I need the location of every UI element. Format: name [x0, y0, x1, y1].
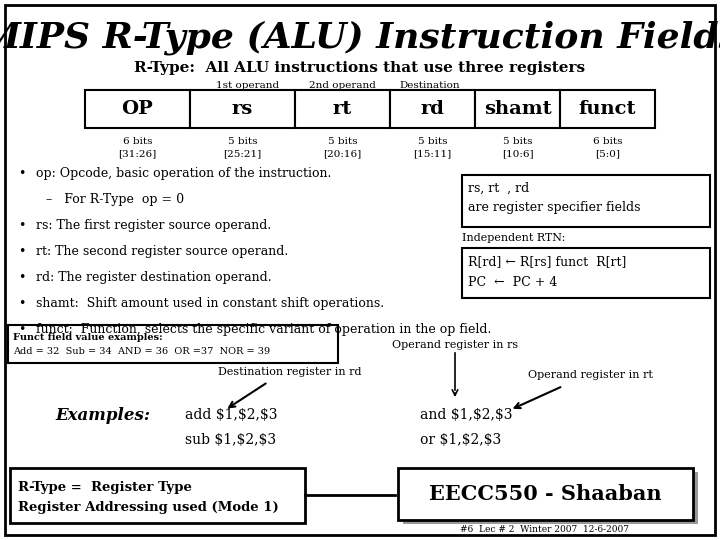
Text: •: •	[18, 219, 25, 232]
Text: Register Addressing used (Mode 1): Register Addressing used (Mode 1)	[18, 501, 279, 514]
Text: Examples:: Examples:	[55, 407, 150, 423]
Bar	[462, 175, 710, 227]
Bar	[190, 90, 295, 128]
Text: EECC550 - Shaaban: EECC550 - Shaaban	[428, 484, 661, 504]
Text: [15:11]: [15:11]	[413, 150, 451, 159]
Text: OP: OP	[122, 100, 153, 118]
Text: rs: The first register source operand.: rs: The first register source operand.	[36, 219, 271, 232]
Text: #6  Lec # 2  Winter 2007  12-6-2007: #6 Lec # 2 Winter 2007 12-6-2007	[461, 525, 629, 535]
Text: PC  ←  PC + 4: PC ← PC + 4	[468, 275, 557, 288]
Text: •: •	[18, 245, 25, 258]
Bar	[560, 90, 655, 128]
Text: shamt:  Shift amount used in constant shift operations.: shamt: Shift amount used in constant shi…	[36, 296, 384, 309]
Text: Operand register in rt: Operand register in rt	[528, 370, 652, 380]
Bar	[390, 90, 475, 128]
Text: rs, rt  , rd: rs, rt , rd	[468, 181, 529, 194]
Text: R[rd] ← R[rs] funct  R[rt]: R[rd] ← R[rs] funct R[rt]	[468, 255, 626, 268]
Text: 6 bits: 6 bits	[122, 137, 152, 145]
Text: rd: rd	[420, 100, 444, 118]
Text: op: Opcode, basic operation of the instruction.: op: Opcode, basic operation of the instr…	[36, 166, 331, 179]
Text: Destination: Destination	[400, 80, 460, 90]
Text: are register specifier fields: are register specifier fields	[468, 201, 641, 214]
Text: •: •	[18, 296, 25, 309]
Text: sub $1,$2,$3: sub $1,$2,$3	[185, 433, 276, 447]
Text: add $1,$2,$3: add $1,$2,$3	[185, 408, 277, 422]
Text: 5 bits: 5 bits	[503, 137, 532, 145]
Text: rt: The second register source operand.: rt: The second register source operand.	[36, 245, 288, 258]
Text: rt: rt	[333, 100, 352, 118]
Text: 6 bits: 6 bits	[593, 137, 622, 145]
Text: Operand register in rs: Operand register in rs	[392, 340, 518, 350]
Text: Add = 32  Sub = 34  AND = 36  OR =37  NOR = 39: Add = 32 Sub = 34 AND = 36 OR =37 NOR = …	[13, 348, 270, 356]
Text: and $1,$2,$3: and $1,$2,$3	[420, 408, 513, 422]
Text: 5 bits: 5 bits	[328, 137, 357, 145]
Bar	[85, 90, 190, 128]
Text: [20:16]: [20:16]	[323, 150, 361, 159]
Bar	[403, 472, 698, 524]
Text: [5:0]: [5:0]	[595, 150, 620, 159]
Text: rd: The register destination operand.: rd: The register destination operand.	[36, 271, 271, 284]
Text: [25:21]: [25:21]	[223, 150, 261, 159]
Text: MIPS R-Type (ALU) Instruction Fields: MIPS R-Type (ALU) Instruction Fields	[0, 21, 720, 55]
Text: 1st operand: 1st operand	[217, 80, 279, 90]
Bar	[475, 90, 560, 128]
Text: R-Type =  Register Type: R-Type = Register Type	[18, 481, 192, 494]
Bar	[462, 248, 710, 298]
Text: –   For R-Type  op = 0: – For R-Type op = 0	[46, 192, 184, 206]
Bar	[398, 468, 693, 520]
Bar	[295, 90, 390, 128]
Text: •: •	[18, 322, 25, 335]
Text: funct: funct	[579, 100, 636, 118]
Text: shamt: shamt	[484, 100, 552, 118]
Text: [31:26]: [31:26]	[118, 150, 157, 159]
Text: or $1,$2,$3: or $1,$2,$3	[420, 433, 501, 447]
Text: •: •	[18, 271, 25, 284]
Text: 5 bits: 5 bits	[418, 137, 447, 145]
Text: Independent RTN:: Independent RTN:	[462, 233, 565, 243]
Bar	[10, 468, 305, 523]
Text: •: •	[18, 166, 25, 179]
Bar	[8, 325, 338, 363]
Text: funct:  Function, selects the specific variant of operation in the op field.: funct: Function, selects the specific va…	[36, 322, 491, 335]
Text: 5 bits: 5 bits	[228, 137, 257, 145]
Text: [10:6]: [10:6]	[502, 150, 534, 159]
Text: R-Type:  All ALU instructions that use three registers: R-Type: All ALU instructions that use th…	[135, 61, 585, 75]
Text: Destination register in rd: Destination register in rd	[218, 367, 361, 377]
Text: rs: rs	[232, 100, 253, 118]
Text: Funct field value examples:: Funct field value examples:	[13, 333, 163, 341]
Text: 2nd operand: 2nd operand	[309, 80, 375, 90]
